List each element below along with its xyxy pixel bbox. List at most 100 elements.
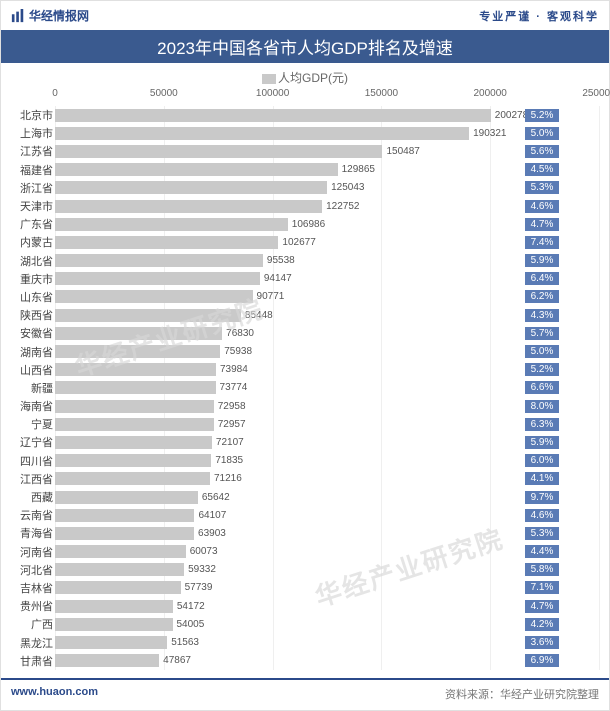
gdp-value: 72107	[216, 436, 244, 449]
growth-badge: 5.7%	[525, 327, 559, 340]
growth-badge: 8.0%	[525, 400, 559, 413]
gdp-bar	[55, 145, 382, 158]
gdp-value: 47867	[163, 654, 191, 667]
gdp-value: 59332	[188, 563, 216, 576]
plot-area: 北京市2002785.2%上海市1903215.0%江苏省1504875.6%福…	[55, 106, 599, 670]
gdp-value: 54172	[177, 600, 205, 613]
bar-track: 94147 6.4%	[55, 272, 599, 285]
bar-row: 天津市1227524.6%	[55, 197, 599, 215]
bar-row: 西藏656429.7%	[55, 488, 599, 506]
tagline: 专业严谨 · 客观科学	[479, 8, 599, 24]
province-label: 重庆市	[9, 271, 53, 287]
gridline	[599, 106, 600, 670]
bar-track: 72107 5.9%	[55, 436, 599, 449]
gdp-value: 150487	[386, 145, 419, 158]
gdp-value: 54005	[177, 618, 205, 631]
gdp-bar	[55, 636, 167, 649]
gdp-bar	[55, 436, 212, 449]
growth-badge: 4.3%	[525, 309, 559, 322]
growth-badge: 4.6%	[525, 200, 559, 213]
province-label: 吉林省	[9, 580, 53, 596]
bar-row: 黑龙江515633.6%	[55, 633, 599, 651]
bar-track: 150487 5.6%	[55, 145, 599, 158]
bar-track: 729576.3%	[55, 418, 599, 431]
province-label: 江西省	[9, 471, 53, 487]
bar-row: 江苏省1504875.6%	[55, 142, 599, 160]
bar-track: 737746.6%	[55, 381, 599, 394]
bar-track: 854484.3%	[55, 309, 599, 322]
gdp-value: 72957	[218, 418, 246, 431]
bar-row: 北京市2002785.2%	[55, 106, 599, 124]
gdp-value: 73774	[220, 381, 248, 394]
gdp-bar	[55, 127, 469, 140]
gdp-bar	[55, 381, 216, 394]
bar-track: 759385.0%	[55, 345, 599, 358]
province-label: 上海市	[9, 125, 53, 141]
gdp-bar	[55, 236, 278, 249]
footer-url: www.huaon.com	[11, 686, 98, 702]
province-label: 河北省	[9, 562, 53, 578]
gdp-value: 200278	[495, 109, 528, 122]
growth-badge: 4.7%	[525, 218, 559, 231]
growth-badge: 4.7%	[525, 600, 559, 613]
growth-badge: 5.0%	[525, 127, 559, 140]
gdp-value: 190321	[473, 127, 506, 140]
bar-row: 海南省729588.0%	[55, 397, 599, 415]
province-label: 内蒙古	[9, 234, 53, 250]
bar-row: 辽宁省721075.9%	[55, 433, 599, 451]
bar-track: 54005 4.2%	[55, 618, 599, 631]
province-label: 福建省	[9, 162, 53, 178]
bar-row: 新疆737746.6%	[55, 379, 599, 397]
growth-badge: 6.4%	[525, 272, 559, 285]
gdp-bar	[55, 309, 241, 322]
province-label: 山西省	[9, 362, 53, 378]
gdp-bar	[55, 527, 194, 540]
gdp-value: 125043	[331, 181, 364, 194]
bar-track: 478676.9%	[55, 654, 599, 667]
growth-badge: 4.2%	[525, 618, 559, 631]
bar-row: 江西省712164.1%	[55, 470, 599, 488]
province-label: 广西	[9, 616, 53, 632]
gdp-bar	[55, 618, 173, 631]
gdp-bar	[55, 200, 322, 213]
bar-row: 湖南省759385.0%	[55, 342, 599, 360]
bar-row: 陕西省854484.3%	[55, 306, 599, 324]
bar-track: 593325.8%	[55, 563, 599, 576]
bar-row: 河北省593325.8%	[55, 561, 599, 579]
gdp-bar	[55, 272, 260, 285]
growth-badge: 6.0%	[525, 454, 559, 467]
footer: www.huaon.com 资料来源：华经产业研究院整理	[1, 678, 609, 710]
gdp-value: 71216	[214, 472, 242, 485]
province-label: 陕西省	[9, 307, 53, 323]
province-label: 辽宁省	[9, 434, 53, 450]
growth-badge: 7.4%	[525, 236, 559, 249]
province-label: 浙江省	[9, 180, 53, 196]
growth-badge: 5.6%	[525, 145, 559, 158]
growth-badge: 5.9%	[525, 436, 559, 449]
growth-badge: 4.1%	[525, 472, 559, 485]
gdp-value: 94147	[264, 272, 292, 285]
gdp-bar	[55, 254, 263, 267]
province-label: 云南省	[9, 507, 53, 523]
x-tick: 250000	[582, 88, 610, 99]
province-label: 湖南省	[9, 344, 53, 360]
bar-row: 四川省718356.0%	[55, 452, 599, 470]
gdp-value: 102677	[282, 236, 315, 249]
province-label: 海南省	[9, 398, 53, 414]
growth-badge: 3.6%	[525, 636, 559, 649]
province-label: 新疆	[9, 380, 53, 396]
gdp-bar	[55, 454, 211, 467]
bar-row: 云南省641074.6%	[55, 506, 599, 524]
growth-badge: 4.6%	[525, 509, 559, 522]
gdp-bar	[55, 363, 216, 376]
header-bar: 华经情报网 专业严谨 · 客观科学	[1, 1, 609, 30]
bars-icon	[11, 9, 25, 23]
bar-row: 浙江省1250435.3%	[55, 179, 599, 197]
bar-row: 甘肃省478676.9%	[55, 652, 599, 670]
gdp-value: 122752	[326, 200, 359, 213]
growth-badge: 5.3%	[525, 527, 559, 540]
bar-row: 重庆市941476.4%	[55, 270, 599, 288]
bar-track: 641074.6%	[55, 509, 599, 522]
x-tick: 200000	[474, 88, 507, 99]
bar-track: 907716.2%	[55, 290, 599, 303]
